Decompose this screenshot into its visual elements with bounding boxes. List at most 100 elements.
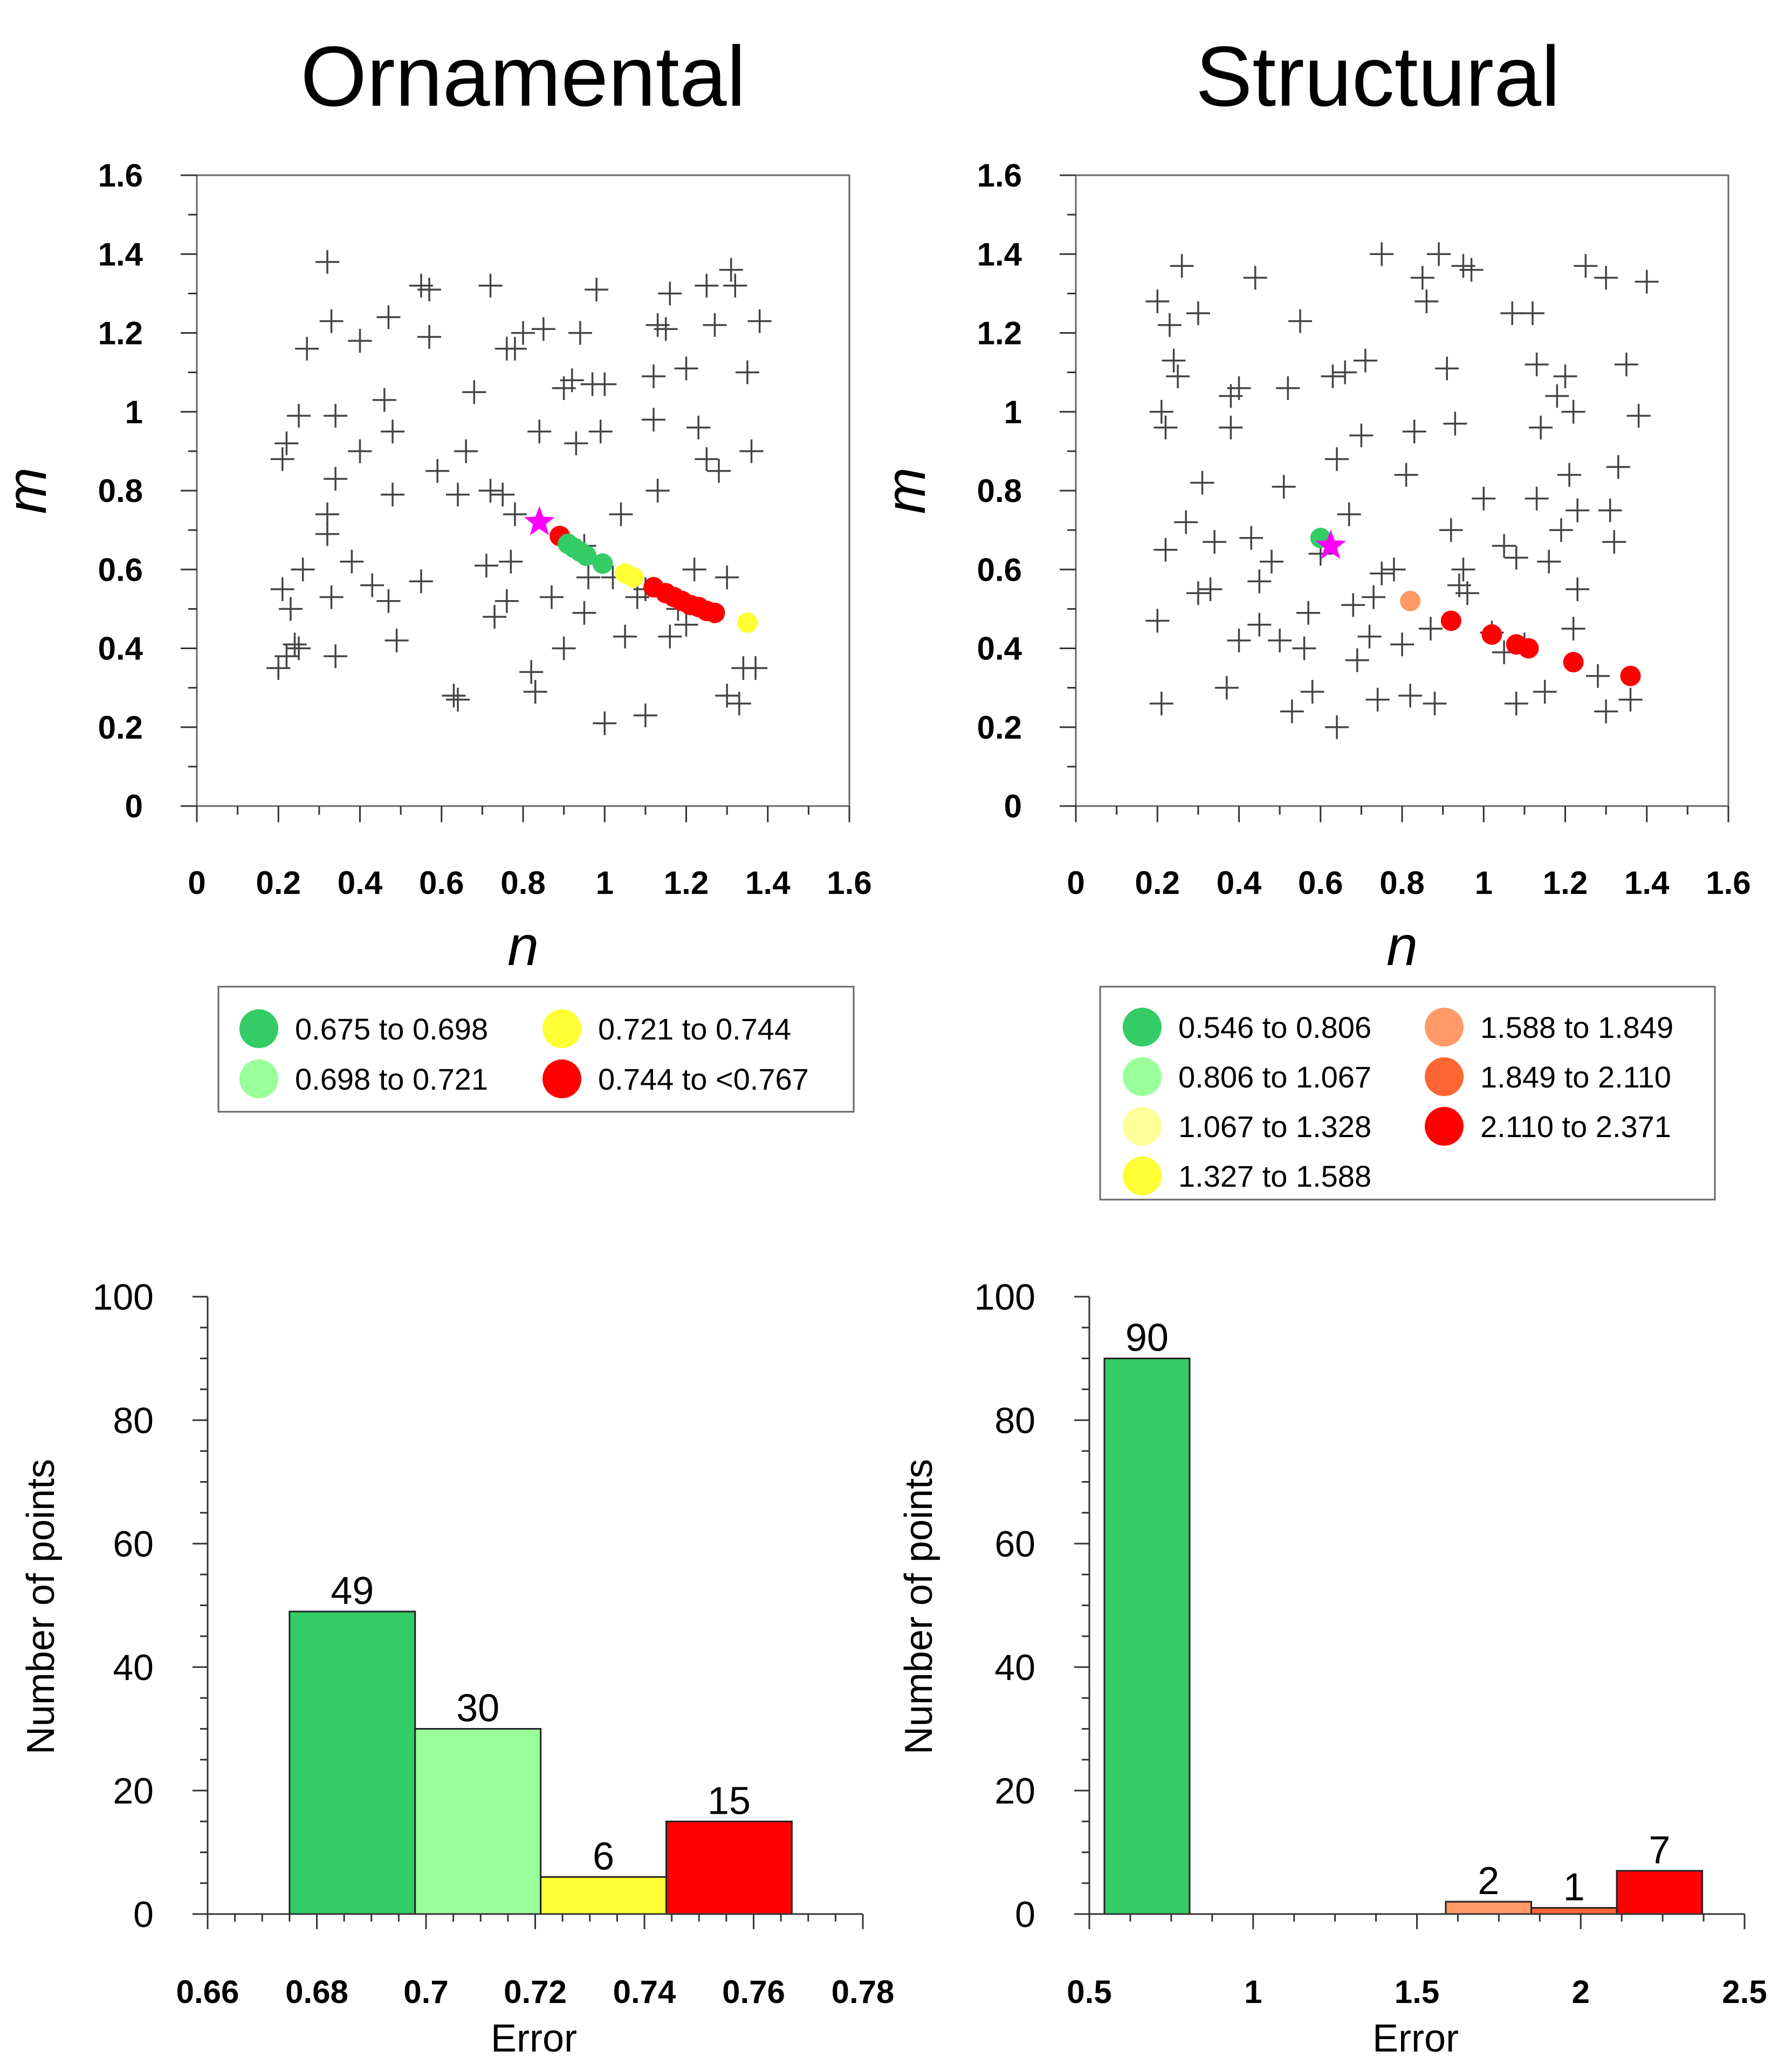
error-point	[1518, 638, 1539, 659]
sample-cross-marker	[491, 483, 515, 507]
sample-cross-marker	[674, 612, 698, 637]
sample-cross-marker	[1325, 715, 1349, 739]
sample-cross-marker	[523, 679, 547, 704]
legend-swatch	[1123, 1008, 1162, 1047]
y-axis-label: m	[0, 467, 58, 514]
sample-cross-marker	[1268, 628, 1292, 652]
sample-cross-marker	[499, 549, 523, 574]
sample-cross-marker	[1598, 498, 1622, 522]
sample-cross-marker	[283, 632, 307, 657]
sample-cross-marker	[446, 687, 470, 712]
sample-cross-marker	[1435, 356, 1459, 381]
sample-cross-marker	[560, 368, 584, 393]
sample-cross-marker	[715, 684, 739, 708]
x-tick-label: 0.8	[500, 865, 545, 901]
sample-cross-marker	[1504, 691, 1528, 715]
legend-swatch	[1123, 1107, 1162, 1146]
sample-cross-marker	[1492, 534, 1516, 558]
legend-entry-label: 1.849 to 2.110	[1480, 1060, 1671, 1094]
sample-cross-marker	[588, 419, 613, 444]
y-tick-label: 40	[994, 1647, 1035, 1688]
histogram-bar	[414, 1728, 542, 1915]
y-tick-label: 1	[125, 394, 143, 430]
sample-cross-marker	[1618, 687, 1643, 712]
sample-cross-marker	[291, 557, 315, 582]
sample-cross-marker	[478, 273, 503, 298]
sample-cross-marker	[1292, 636, 1316, 660]
structural-histogram: 90 2 1 7 0 20 40 60 80 100 0.5 1 1.5 2 2.5 Error Number …	[897, 1277, 1767, 2060]
y-axis-label: m	[875, 467, 937, 514]
error-point	[1440, 610, 1461, 631]
y-tick-label: 1.4	[98, 236, 143, 272]
sample-cross-marker	[454, 439, 478, 463]
y-tick-label: 60	[113, 1524, 154, 1565]
sample-cross-marker	[503, 502, 527, 526]
ornamental-title: Ornamental	[300, 29, 746, 124]
y-tick-label: 20	[113, 1771, 154, 1812]
sample-cross-marker	[1272, 474, 1296, 499]
sample-cross-marker	[1333, 360, 1357, 384]
sample-cross-marker	[270, 447, 294, 471]
sample-cross-marker	[1149, 691, 1173, 715]
sample-cross-marker	[417, 325, 442, 349]
sample-cross-marker	[1557, 463, 1582, 487]
legend-entry-label: 0.721 to 0.744	[598, 1012, 791, 1046]
sample-cross-marker	[695, 273, 719, 298]
sample-cross-marker	[372, 388, 396, 412]
x-axis-label: n	[1386, 915, 1418, 978]
sample-cross-marker	[1288, 309, 1312, 333]
y-tick-label: 0	[1015, 1894, 1035, 1935]
x-axis-label: Error	[1372, 2017, 1459, 2060]
sample-cross-marker	[1186, 581, 1210, 605]
sample-cross-marker	[1154, 538, 1178, 562]
y-tick-label: 20	[994, 1771, 1035, 1812]
histogram-bar	[289, 1610, 416, 1915]
sample-cross-marker	[739, 439, 764, 463]
sample-cross-marker	[593, 711, 617, 735]
sample-cross-marker	[633, 703, 657, 727]
legend-entry-label: 0.698 to 0.721	[295, 1062, 488, 1096]
sample-cross-marker	[715, 565, 739, 589]
structural-title: Structural	[1196, 29, 1560, 124]
bar-count-label: 30	[456, 1687, 499, 1730]
legend-swatch	[543, 1059, 581, 1098]
ornamental-legend: 0.675 to 0.698 0.698 to 0.721 0.721 to 0.7…	[217, 986, 855, 1113]
y-tick-label: 60	[994, 1524, 1035, 1565]
x-tick-label: 2.5	[1722, 1974, 1767, 2010]
sample-cross-marker	[1537, 549, 1561, 574]
sample-cross-marker	[1382, 557, 1406, 582]
sample-cross-marker	[1553, 364, 1577, 388]
sample-cross-marker	[287, 636, 311, 660]
sample-cross-marker	[409, 569, 433, 594]
sample-cross-marker	[1418, 616, 1443, 641]
sample-cross-marker	[1353, 348, 1377, 373]
sample-cross-marker	[1574, 254, 1598, 278]
x-axis-label: n	[507, 915, 539, 978]
sample-cross-marker	[1533, 679, 1557, 704]
sample-cross-marker	[703, 313, 727, 337]
x-tick-label: 2	[1572, 1974, 1590, 2010]
sample-cross-marker	[1566, 498, 1590, 522]
y-axis-label: Number of points	[897, 1459, 940, 1754]
x-tick-label: 1	[596, 865, 614, 901]
legend-entry-label: 2.110 to 2.371	[1480, 1110, 1671, 1144]
sample-cross-marker	[695, 447, 719, 471]
y-tick-label: 0.8	[977, 473, 1022, 509]
sample-cross-marker	[1415, 290, 1439, 313]
sample-cross-marker	[1280, 699, 1304, 724]
sample-cross-marker	[1203, 530, 1227, 554]
sample-cross-marker	[1145, 609, 1170, 633]
sample-cross-marker	[376, 305, 401, 329]
histogram-bar	[1445, 1901, 1533, 1915]
sample-cross-marker	[1594, 699, 1618, 724]
sample-cross-marker	[719, 258, 743, 282]
sample-cross-marker	[348, 439, 372, 463]
sample-cross-marker	[642, 408, 665, 432]
sample-cross-marker	[1227, 628, 1251, 652]
legend-swatch	[1425, 1008, 1464, 1047]
sample-cross-marker	[519, 660, 544, 684]
sample-cross-marker	[324, 404, 348, 428]
sample-cross-marker	[1154, 416, 1178, 439]
sample-cross-marker	[1170, 254, 1194, 278]
sample-cross-marker	[1606, 455, 1630, 479]
